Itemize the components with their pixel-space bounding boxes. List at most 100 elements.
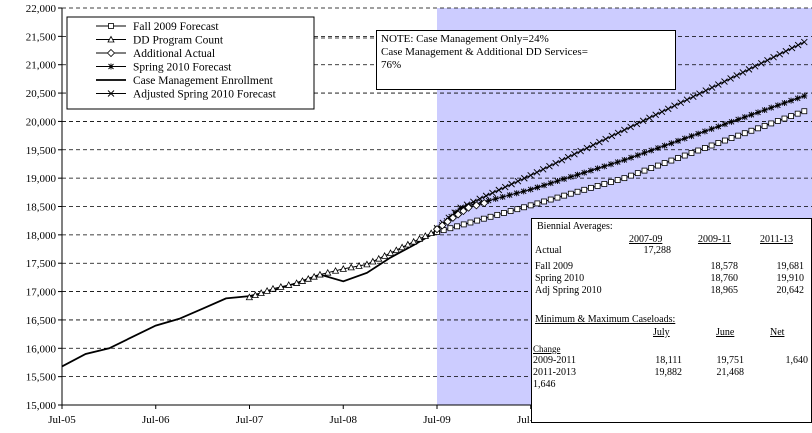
data-point xyxy=(641,167,648,174)
data-point xyxy=(554,178,561,185)
data-point xyxy=(689,93,697,100)
data-point xyxy=(533,168,541,176)
data-point xyxy=(668,157,675,164)
data-point xyxy=(788,97,795,104)
data-point xyxy=(751,63,759,70)
data-point xyxy=(596,138,603,146)
data-point xyxy=(755,125,761,132)
data-point xyxy=(664,105,672,113)
data-point xyxy=(628,154,635,161)
data-point xyxy=(513,190,520,197)
data-point xyxy=(755,109,761,116)
data-point xyxy=(715,140,722,146)
x-tick-label: Jul-07 xyxy=(236,414,264,426)
data-point xyxy=(507,208,514,214)
data-point xyxy=(257,289,265,296)
legend-label: Case Management Enrollment xyxy=(133,75,274,87)
y-tick-label: 21,500 xyxy=(26,31,57,43)
data-point xyxy=(474,217,481,224)
data-point xyxy=(587,167,594,174)
legend-marker xyxy=(106,48,116,58)
y-tick-label: 17,000 xyxy=(26,287,57,299)
data-point xyxy=(448,213,457,222)
data-point xyxy=(688,133,695,140)
data-point xyxy=(520,188,527,195)
series-lines xyxy=(61,38,808,368)
data-point xyxy=(745,66,753,73)
data-point xyxy=(263,287,271,294)
legend-box xyxy=(66,16,315,110)
y-tick-label: 22,000 xyxy=(26,3,57,15)
data-point xyxy=(681,152,688,159)
data-point xyxy=(764,56,771,64)
data-point xyxy=(770,53,777,61)
data-point xyxy=(398,243,406,251)
minmax-title: Minimum & Maximum Caseloads: xyxy=(535,314,676,325)
col-2007-09: 2007-09 xyxy=(629,234,663,245)
data-point xyxy=(251,291,259,299)
data-point xyxy=(464,203,473,212)
data-point xyxy=(695,147,702,154)
y-tick-label: 15,500 xyxy=(26,372,57,384)
data-point xyxy=(728,135,735,141)
note-line-2: Case Management & Additional DD Services… xyxy=(381,46,588,58)
data-point xyxy=(696,90,703,97)
data-point xyxy=(487,213,494,220)
biennial-title: Biennial Averages: xyxy=(537,221,613,232)
data-point xyxy=(788,44,796,52)
y-tick-label: 20,000 xyxy=(26,116,57,128)
data-point xyxy=(581,169,588,176)
data-point xyxy=(602,135,609,143)
legend-marker xyxy=(107,35,115,43)
data-point xyxy=(714,81,722,88)
data-point xyxy=(480,215,487,222)
minmax-row-v1: 18,111 xyxy=(655,355,682,366)
data-point xyxy=(655,162,661,169)
data-point xyxy=(589,141,597,149)
data-point xyxy=(567,190,574,197)
data-point xyxy=(739,69,747,76)
data-point xyxy=(675,155,681,161)
data-point xyxy=(652,111,660,119)
data-point xyxy=(527,202,534,209)
stats-row-label: Fall 2009 xyxy=(535,261,574,272)
data-point xyxy=(583,144,591,152)
data-point xyxy=(508,180,515,188)
data-point xyxy=(648,165,655,171)
data-point xyxy=(594,183,601,189)
y-axis-ticks: 15,000 15,500 16,000 16,500 17,000 17,500 18,0… xyxy=(26,3,62,412)
data-point xyxy=(627,123,634,131)
data-point xyxy=(728,118,735,125)
data-point xyxy=(447,225,454,232)
data-point xyxy=(648,147,655,154)
data-point xyxy=(607,161,614,168)
data-point xyxy=(567,173,574,180)
data-point xyxy=(552,159,559,167)
data-point xyxy=(541,198,547,205)
minmax-row-v1: 19,882 xyxy=(654,367,683,378)
series-dd-program-count xyxy=(245,226,441,301)
series-additional-actual xyxy=(432,199,489,234)
data-point xyxy=(748,127,755,134)
data-point xyxy=(774,118,781,124)
data-point xyxy=(369,257,377,265)
data-point xyxy=(427,229,435,237)
data-point xyxy=(480,199,489,208)
data-point xyxy=(688,150,695,156)
data-point xyxy=(708,125,715,132)
data-point xyxy=(547,196,554,203)
stats-row-label: Adj Spring 2010 xyxy=(535,285,602,296)
stats-row-v3: 19,910 xyxy=(776,273,805,284)
data-point xyxy=(702,87,710,94)
data-point xyxy=(735,116,742,123)
data-point xyxy=(782,47,790,55)
y-tick-label: 20,500 xyxy=(26,88,57,100)
data-point xyxy=(304,274,312,282)
data-point xyxy=(608,132,616,140)
series-line xyxy=(249,229,438,298)
data-point xyxy=(748,111,755,118)
data-point xyxy=(386,249,395,256)
stats-row-v3: 20,642 xyxy=(776,285,805,296)
data-point xyxy=(355,262,363,269)
data-point xyxy=(675,137,682,144)
